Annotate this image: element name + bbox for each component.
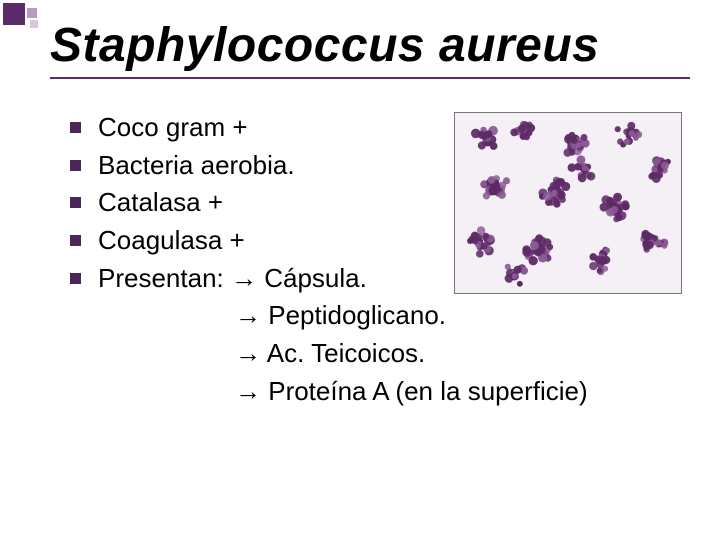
bullet-text: Presentan: (98, 263, 224, 293)
microscopy-image (454, 112, 682, 294)
bullet-text: Bacteria aerobia. (98, 150, 295, 180)
sub-item: → Proteína A (en la superficie) (235, 373, 690, 411)
bullet-text: Coco gram + (98, 112, 248, 142)
sub-list: → Peptidoglicano. → Ac. Teicoicos. → Pro… (70, 297, 690, 410)
bullet-text: Coagulasa + (98, 225, 245, 255)
sub-item-inline: → Cápsula. (231, 263, 367, 293)
sub-item: → Peptidoglicano. (235, 297, 690, 335)
sub-item: → Ac. Teicoicos. (235, 335, 690, 373)
bacteria-svg (455, 113, 681, 293)
page-title: Staphylococcus aureus (0, 0, 720, 77)
bullet-text: Catalasa + (98, 187, 223, 217)
corner-decoration (0, 0, 60, 40)
